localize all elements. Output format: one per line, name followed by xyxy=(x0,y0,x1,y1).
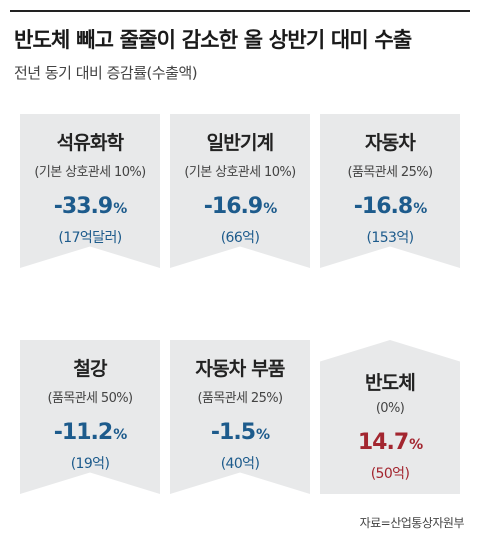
source-note: 자료=산업통상자원부 xyxy=(359,516,465,530)
change-value: -11.2% xyxy=(20,420,160,445)
card-0: 석유화학 (기본 상호관세 10%) -33.9% (17억달러) xyxy=(20,114,160,268)
category-label: 철강 xyxy=(73,358,107,380)
change-number: -16.9 xyxy=(203,194,263,219)
change-value: -1.5% xyxy=(170,420,310,445)
change-number: -11.2 xyxy=(53,420,113,445)
chart-title: 반도체 빼고 줄줄이 감소한 올 상반기 대미 수출 xyxy=(14,28,412,52)
card-5: 반도체 (0%) 14.7% (50억) xyxy=(320,340,460,494)
card-3: 철강 (품목관세 50%) -11.2% (19억) xyxy=(20,340,160,494)
change-unit: % xyxy=(263,201,277,217)
category-label: 자동차 부품 xyxy=(195,358,285,380)
change-value: 14.7% xyxy=(320,430,460,455)
change-value: -16.8% xyxy=(320,194,460,219)
category-label: 반도체 xyxy=(364,372,416,394)
change-number: 14.7 xyxy=(357,430,409,455)
top-rule xyxy=(10,10,470,12)
change-value: -33.9% xyxy=(20,194,160,219)
change-unit: % xyxy=(413,201,427,217)
change-value: -16.9% xyxy=(170,194,310,219)
tariff-label: (기본 상호관세 10%) xyxy=(34,165,146,180)
export-amount: (153억) xyxy=(366,230,415,246)
change-number: -16.8 xyxy=(353,194,413,219)
change-number: -33.9 xyxy=(53,194,113,219)
change-unit: % xyxy=(256,427,270,443)
category-label: 석유화학 xyxy=(56,132,125,154)
tariff-label: (0%) xyxy=(375,401,405,416)
export-amount: (19억) xyxy=(70,456,110,472)
card-2: 자동차 (품목관세 25%) -16.8% (153억) xyxy=(320,114,460,268)
change-unit: % xyxy=(409,437,423,453)
tariff-label: (기본 상호관세 10%) xyxy=(184,165,296,180)
change-number: -1.5 xyxy=(210,420,256,445)
export-amount: (17억달러) xyxy=(58,230,122,246)
export-amount: (66억) xyxy=(220,230,260,246)
card-1: 일반기계 (기본 상호관세 10%) -16.9% (66억) xyxy=(170,114,310,268)
change-unit: % xyxy=(113,201,127,217)
category-label: 일반기계 xyxy=(206,132,275,154)
export-amount: (50억) xyxy=(370,466,410,482)
card-4: 자동차 부품 (품목관세 25%) -1.5% (40억) xyxy=(170,340,310,494)
category-label: 자동차 xyxy=(364,132,416,154)
export-amount: (40억) xyxy=(220,456,260,472)
change-unit: % xyxy=(113,427,127,443)
tariff-label: (품목관세 25%) xyxy=(197,391,283,406)
tariff-label: (품목관세 25%) xyxy=(347,165,433,180)
tariff-label: (품목관세 50%) xyxy=(47,391,133,406)
chart-subtitle: 전년 동기 대비 증감률(수출액) xyxy=(14,64,198,82)
